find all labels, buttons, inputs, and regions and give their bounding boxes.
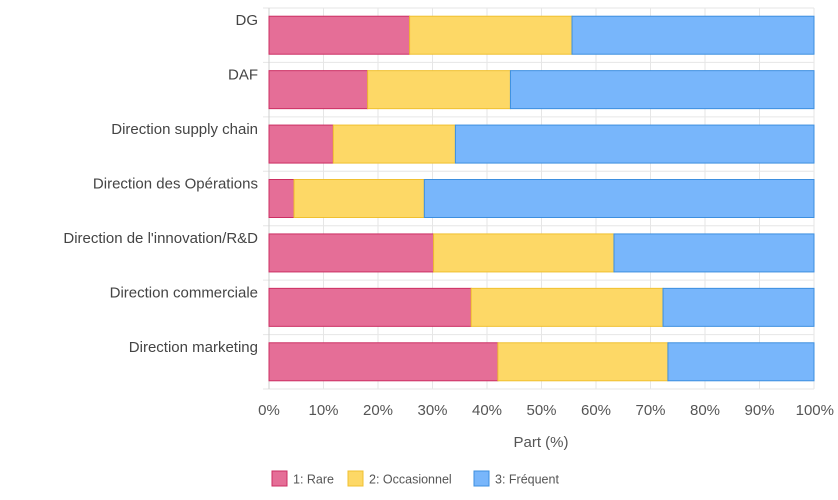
x-tick-label: 0% xyxy=(258,402,280,419)
bar-segment[interactable] xyxy=(454,124,815,164)
x-tick-label: 70% xyxy=(635,402,665,419)
bar-segment[interactable] xyxy=(268,179,295,218)
x-tick-labels: 0% 10% 20% 30% 40% 50% 60% 70% 80% 90% 100% xyxy=(258,402,834,419)
legend-item[interactable]: 2: Occasionnel xyxy=(347,470,452,487)
bar-segment[interactable] xyxy=(613,233,815,273)
legend-swatch xyxy=(347,470,364,487)
x-tick-label: 10% xyxy=(308,402,338,419)
bar-segment[interactable] xyxy=(268,342,499,382)
bar-segment[interactable] xyxy=(433,233,615,273)
legend-label: 1: Rare xyxy=(293,473,334,487)
bar-segment[interactable] xyxy=(268,70,369,110)
x-tick-label: 60% xyxy=(581,402,611,419)
bar-segment[interactable] xyxy=(268,233,435,273)
bar-segment[interactable] xyxy=(367,70,511,110)
bar-segment[interactable] xyxy=(662,287,815,327)
x-tick-label: 100% xyxy=(796,402,834,419)
category-label: Direction supply chain xyxy=(111,121,258,138)
bars xyxy=(268,15,815,382)
bar-segment[interactable] xyxy=(268,287,472,327)
x-tick-label: 40% xyxy=(472,402,502,419)
x-axis-title: Part (%) xyxy=(513,434,568,451)
legend-swatch xyxy=(473,470,490,487)
category-label: Direction des Opérations xyxy=(93,176,258,193)
bar-segment[interactable] xyxy=(509,70,815,110)
x-tick-label: 50% xyxy=(526,402,556,419)
bar-segment[interactable] xyxy=(497,342,669,382)
legend-item[interactable]: 1: Rare xyxy=(271,470,334,487)
bar-segment[interactable] xyxy=(293,179,425,218)
bar-segment[interactable] xyxy=(332,124,456,164)
category-labels: DG DAF Direction supply chain Direction des… xyxy=(63,12,258,356)
bar-segment[interactable] xyxy=(268,15,411,55)
category-label: DG xyxy=(236,12,259,29)
bar-segment[interactable] xyxy=(423,179,815,218)
bar-segment[interactable] xyxy=(470,287,664,327)
category-label: Direction marketing xyxy=(129,339,258,356)
legend[interactable]: 1: Rare 2: Occasionnel 3: Fréquent xyxy=(271,470,559,487)
category-label: Direction de l'innovation/R&D xyxy=(63,230,258,247)
bar-segment[interactable] xyxy=(268,124,334,164)
x-tick-label: 90% xyxy=(744,402,774,419)
category-label: Direction commerciale xyxy=(110,284,258,301)
x-tick-label: 80% xyxy=(690,402,720,419)
category-label: DAF xyxy=(228,67,258,84)
bar-segment[interactable] xyxy=(571,15,815,55)
legend-label: 2: Occasionnel xyxy=(369,473,452,487)
x-tick-label: 20% xyxy=(363,402,393,419)
legend-swatch xyxy=(271,470,288,487)
legend-label: 3: Fréquent xyxy=(495,473,559,487)
legend-item[interactable]: 3: Fréquent xyxy=(473,470,559,487)
x-tick-label: 30% xyxy=(417,402,447,419)
bar-segment[interactable] xyxy=(667,342,815,382)
bar-segment[interactable] xyxy=(409,15,573,55)
